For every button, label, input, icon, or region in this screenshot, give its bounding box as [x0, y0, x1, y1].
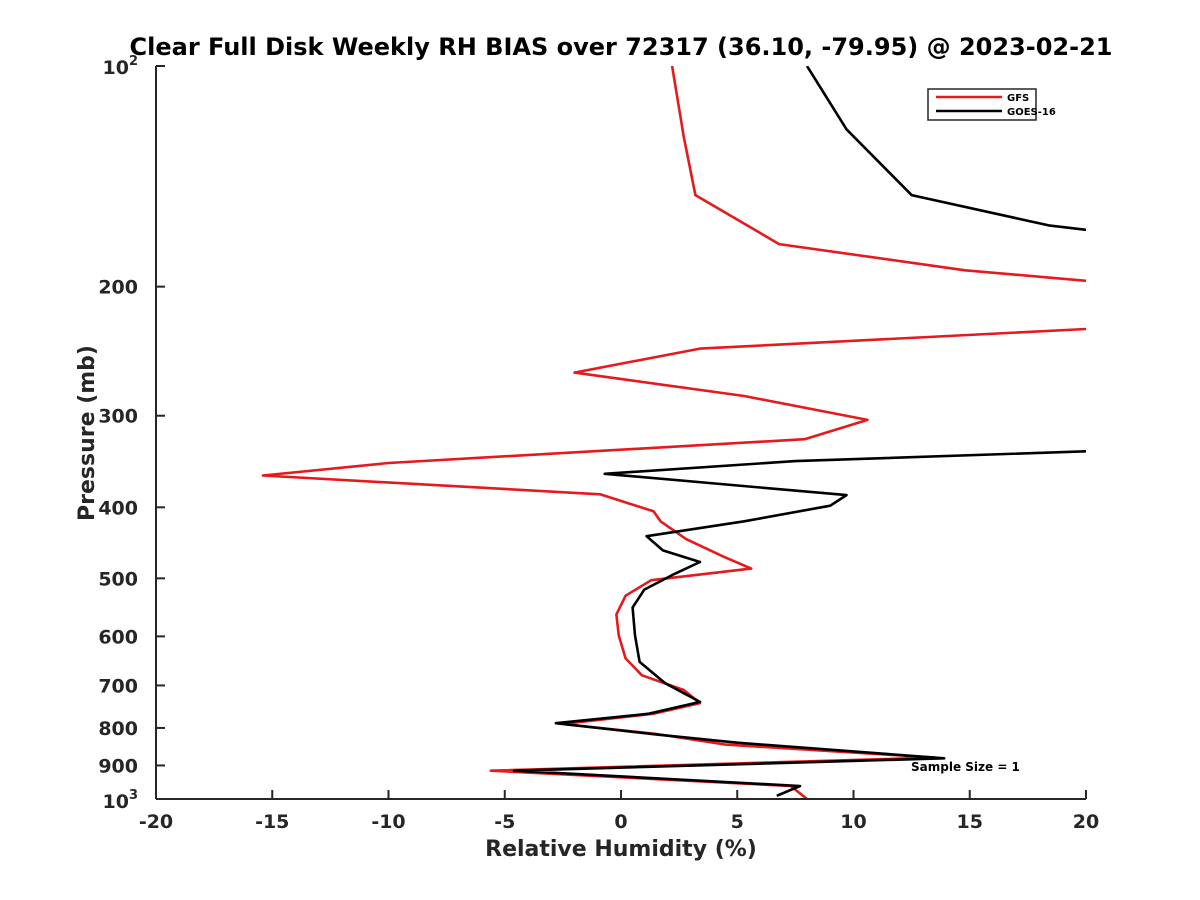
- plot-area: [156, 66, 1086, 799]
- legend: GFS GOES-16: [927, 88, 1056, 121]
- x-axis-label: Relative Humidity (%): [485, 837, 757, 862]
- y-tick-label: 400: [98, 497, 138, 519]
- x-tick-label: 5: [731, 811, 744, 833]
- y-tick-label: 200: [98, 277, 138, 299]
- y-tick-label: 700: [98, 675, 138, 697]
- legend-label-goes-16: GOES-16: [1007, 107, 1056, 118]
- x-tick-label: 10: [840, 811, 866, 833]
- y-tick-label: 300: [98, 406, 138, 428]
- y-tick-1000-base: 10: [103, 791, 129, 813]
- y-tick-label: 500: [98, 568, 138, 590]
- series-layer: [261, 66, 1086, 799]
- x-tick-label: 0: [614, 811, 627, 833]
- sample-size-annotation: Sample Size = 1: [911, 760, 1020, 774]
- x-tick-label: -5: [494, 811, 515, 833]
- x-ticks: -20 -15 -10 -5 0 5 10 15 20: [139, 790, 1099, 833]
- y-tick-1000-exp: 3: [129, 788, 138, 803]
- legend-items: GFS GOES-16: [936, 93, 1056, 118]
- y-tick-label: 600: [98, 626, 138, 648]
- x-tick-label: -20: [139, 811, 173, 833]
- y-tick-100-exp: 2: [129, 54, 138, 69]
- legend-box: [927, 88, 1037, 121]
- x-tick-label: 20: [1073, 811, 1099, 833]
- y-tick-label: 900: [98, 755, 138, 777]
- x-tick-label: 15: [957, 811, 983, 833]
- y-tick-100-base: 10: [103, 57, 129, 79]
- x-tick-label: -15: [255, 811, 289, 833]
- y-tick-label: 800: [98, 718, 138, 740]
- x-tick-label: -10: [371, 811, 405, 833]
- chart-title: Clear Full Disk Weekly RH BIAS over 7231…: [130, 33, 1113, 61]
- y-axis-label: Pressure (mb): [75, 345, 100, 521]
- series-line-goes-16: [512, 66, 1086, 797]
- legend-label-gfs: GFS: [1007, 93, 1029, 104]
- y-tick-label-100: 102: [103, 54, 139, 79]
- y-tick-label-1000: 103: [103, 788, 139, 813]
